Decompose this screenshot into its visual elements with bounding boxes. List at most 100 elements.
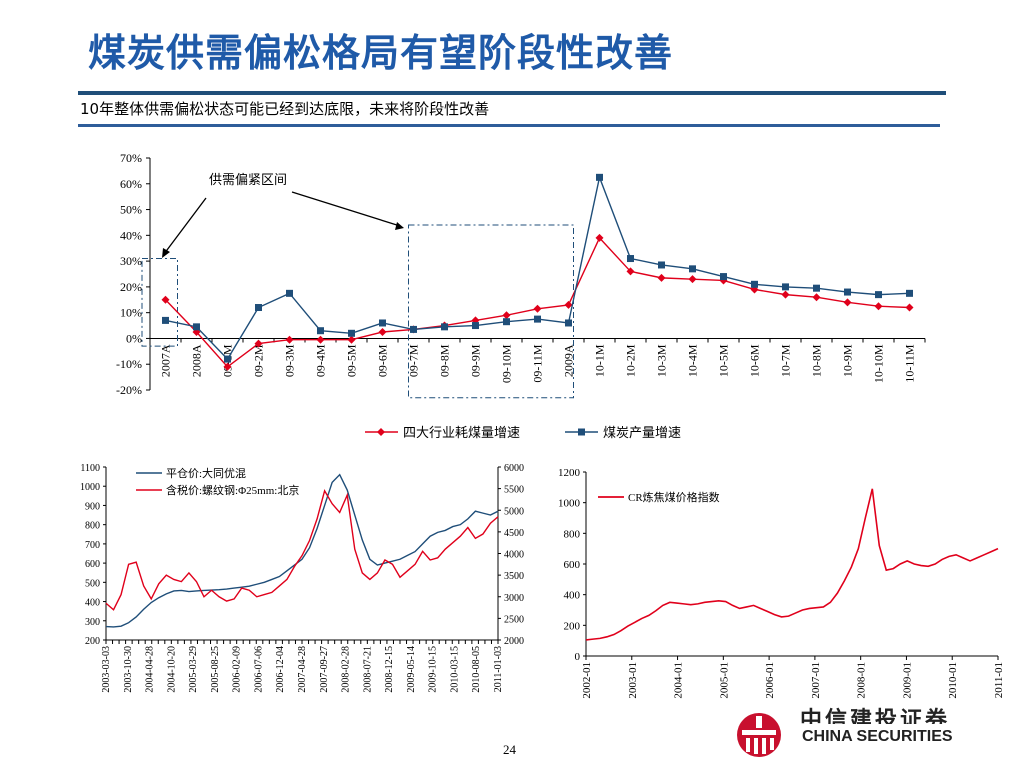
c1-x-tick-label: 10-11M [903, 344, 917, 383]
c2-series-line-0 [105, 473, 499, 628]
c2-x-tick-label: 2010-08-05 [471, 646, 482, 693]
c1-point-0 [223, 362, 232, 371]
c2-x-tick-label: 2003-03-03 [101, 646, 112, 693]
slide-subtitle: 10年整体供需偏松状态可能已经到达底限，未来将阶段性改善 [80, 100, 490, 118]
c1-y-tick-label: -10% [116, 357, 142, 371]
c2-left-tick-label: 200 [85, 636, 100, 647]
c3-x-tick-label: 2002-01 [581, 662, 593, 699]
c1-x-tick-label: 10-4M [686, 344, 700, 377]
c1-x-tick-label: 09-6M [376, 344, 390, 377]
c2-x-tick-label: 2006-12-04 [275, 646, 286, 693]
c3-legend-label: CR炼焦煤价格指数 [628, 490, 720, 504]
c1-legend-label: 四大行业耗煤量增速 [403, 425, 520, 440]
c1-y-tick-label: 60% [120, 177, 142, 191]
c1-x-tick-label: 10-7M [779, 344, 793, 377]
c2-right-tick-label: 3000 [504, 593, 524, 604]
c1-point-0 [688, 275, 697, 284]
c1-legend-marker [578, 428, 585, 436]
c1-point-1 [348, 329, 355, 337]
c1-point-0 [502, 311, 511, 320]
c3-series-line-0 [585, 488, 999, 641]
c2-right-tick-label: 3500 [504, 571, 524, 582]
c1-y-tick-label: -20% [116, 383, 142, 397]
c2-left-tick-label: 500 [85, 578, 100, 589]
c2-legend-label: 平仓价:大同优混 [166, 466, 246, 480]
c3-x-tick-label: 2003-01 [627, 662, 639, 699]
c2-left-tick-label: 300 [85, 617, 100, 628]
c1-legend-marker [377, 428, 385, 436]
c1-x-tick-label: 2007A [159, 344, 173, 377]
c1-point-1 [658, 261, 665, 269]
c1-point-1 [844, 288, 851, 296]
c2-left-tick-label: 600 [85, 559, 100, 570]
c1-y-tick-label: 50% [120, 203, 142, 217]
c1-annotation-arrowhead [162, 248, 170, 258]
c1-point-0 [905, 303, 914, 312]
c1-y-tick-label: 70% [120, 151, 142, 165]
c1-point-0 [626, 267, 635, 276]
c3-x-tick-label: 2007-01 [810, 662, 822, 699]
citic-logo-icon [737, 713, 781, 757]
c2-x-tick-label: 2007-04-28 [297, 646, 308, 693]
c1-annotation-arrow [163, 197, 207, 255]
c1-point-1 [627, 255, 634, 263]
c2-x-tick-label: 2011-01-03 [493, 646, 504, 692]
c1-point-1 [689, 265, 696, 273]
c2-right-tick-label: 5500 [504, 485, 524, 496]
c2-right-tick-label: 5000 [504, 506, 524, 517]
c2-right-tick-label: 4500 [504, 528, 524, 539]
c2-series-line-1 [105, 488, 499, 611]
c1-point-0 [657, 273, 666, 282]
c1-point-1 [720, 273, 727, 281]
c3-y-tick-label: 400 [564, 590, 581, 602]
c1-point-1 [596, 173, 603, 181]
c1-point-1 [441, 323, 448, 331]
c1-x-tick-label: 09-8M [438, 344, 452, 377]
c2-x-tick-label: 2009-10-15 [428, 646, 439, 693]
c1-x-tick-label: 10-9M [841, 344, 855, 377]
logo-english-name: CHINA SECURITIES [802, 728, 953, 745]
c1-y-tick-label: 30% [120, 254, 142, 268]
c1-annotation-arrowhead [395, 222, 404, 230]
subtitle-rule [78, 124, 940, 127]
c1-point-0 [874, 302, 883, 311]
c2-x-tick-label: 2009-05-14 [406, 646, 417, 693]
c1-point-0 [285, 335, 294, 344]
c1-x-tick-label: 10-10M [872, 344, 886, 383]
c1-x-tick-label: 10-5M [717, 344, 731, 377]
c1-x-tick-label: 09-9M [469, 344, 483, 377]
c1-x-tick-label: 09-10M [500, 344, 514, 383]
c1-point-1 [906, 289, 913, 297]
c1-point-1 [410, 325, 417, 333]
c2-left-tick-label: 800 [85, 521, 100, 532]
c1-x-tick-label: 10-2M [624, 344, 638, 377]
c2-x-tick-label: 2004-10-20 [166, 646, 177, 693]
c1-x-tick-label: 10-3M [655, 344, 669, 377]
c2-left-tick-label: 700 [85, 540, 100, 551]
c1-point-0 [378, 328, 387, 336]
c2-x-tick-label: 2004-04-28 [145, 646, 156, 693]
c1-point-1 [317, 327, 324, 335]
c1-x-tick-label: 09-3M [283, 344, 297, 377]
c3-x-tick-label: 2010-01 [947, 662, 959, 699]
c2-left-tick-label: 900 [85, 501, 100, 512]
c1-legend-label: 煤炭产量增速 [603, 425, 681, 440]
c1-y-tick-label: 20% [120, 280, 142, 294]
c1-point-1 [875, 291, 882, 299]
c1-point-1 [162, 316, 169, 324]
company-logo: 中信建投证券 CHINA SECURITIES [726, 700, 982, 768]
c1-point-1 [782, 283, 789, 291]
c1-x-tick-label: 10-8M [810, 344, 824, 377]
c1-point-0 [316, 335, 325, 344]
c1-point-0 [161, 295, 170, 304]
c1-y-tick-label: 0% [126, 331, 142, 345]
c2-x-tick-label: 2006-02-09 [232, 646, 243, 693]
logo-chinese-name: 中信建投证券 [800, 708, 951, 724]
c2-right-tick-label: 2500 [504, 614, 524, 625]
c1-point-0 [843, 298, 852, 307]
c1-point-1 [286, 289, 293, 297]
c1-point-1 [193, 323, 200, 331]
c3-y-tick-label: 600 [564, 559, 581, 571]
c1-point-0 [564, 300, 573, 309]
